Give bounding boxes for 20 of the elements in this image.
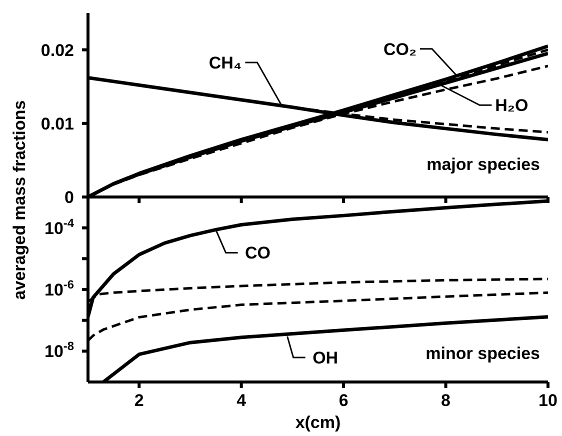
annotation: CO <box>245 244 271 263</box>
y-axis-title: averaged mass fractions <box>10 100 30 300</box>
annotation: CH₄ <box>208 53 242 72</box>
x-tick-label: 2 <box>134 391 144 410</box>
y-tick-label: 10$^{-8}$ <box>44 339 74 362</box>
annotation: minor species <box>426 344 540 364</box>
annotation: CO₂ <box>383 40 417 59</box>
y-tick-label: 10$^{-6}$ <box>44 278 74 300</box>
x-axis-title: x(cm) <box>295 413 341 432</box>
x-tick-label: 6 <box>338 391 348 410</box>
y-tick-label: 10$^{-4}$ <box>44 216 74 238</box>
y-tick-label: 0.02 <box>40 40 74 60</box>
annotation: major species <box>426 155 540 175</box>
x-tick-label: 10 <box>538 391 558 410</box>
x-tick-label: 4 <box>236 391 247 410</box>
y-tick-label: 0 <box>64 188 74 207</box>
annotation: OH <box>312 348 338 368</box>
x-tick-label: 8 <box>441 391 451 410</box>
y-tick-label: 0.01 <box>40 114 74 134</box>
annotation: H₂O <box>495 96 528 116</box>
